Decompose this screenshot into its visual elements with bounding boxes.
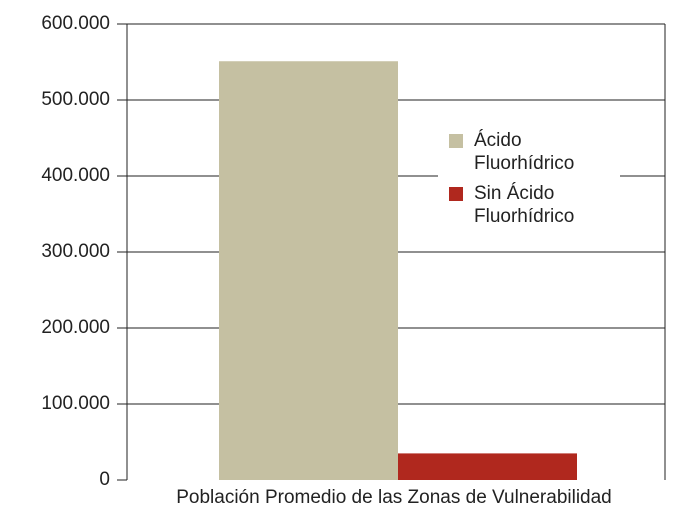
legend-label: Ácido Fluorhídrico bbox=[474, 130, 575, 174]
legend-entry: Sin Ácido Fluorhídrico bbox=[474, 183, 575, 227]
y-tick-label: 400.000 bbox=[41, 165, 110, 186]
y-tick-label: 200.000 bbox=[41, 317, 110, 338]
y-tick-label: 100.000 bbox=[41, 393, 110, 414]
x-tick-label: Población Promedio de las Zonas de Vulne… bbox=[176, 487, 612, 508]
legend-swatch bbox=[449, 134, 463, 148]
y-tick-label: 500.000 bbox=[41, 89, 110, 110]
y-tick-label: 600.000 bbox=[41, 13, 110, 34]
y-tick-label: 0 bbox=[99, 469, 110, 490]
legend-label: Sin Ácido Fluorhídrico bbox=[474, 183, 575, 227]
legend-box bbox=[438, 128, 620, 238]
y-tick-label: 300.000 bbox=[41, 241, 110, 262]
legend-swatch bbox=[449, 187, 463, 201]
legend-entry: Ácido Fluorhídrico bbox=[474, 130, 575, 174]
bar bbox=[219, 61, 398, 481]
bar bbox=[398, 453, 577, 480]
